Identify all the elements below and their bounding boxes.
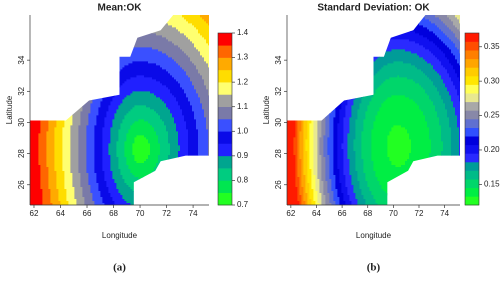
y-tick-label: 30	[274, 117, 283, 126]
colorbar-band	[218, 131, 232, 144]
y-tick-label: 34	[274, 55, 283, 64]
y-tick-label: 34	[17, 55, 26, 64]
panel-caption: (a)	[113, 262, 126, 274]
colorbar-band	[218, 33, 232, 46]
colorbar-tick-label: 0.7	[237, 200, 249, 209]
y-axis-label: Latitude	[262, 95, 271, 124]
colorbar-band	[465, 41, 479, 51]
colorbar-tick-label: 0.20	[484, 145, 500, 154]
colorbar-band	[465, 33, 479, 42]
colorbar-tick-label: 0.15	[484, 179, 500, 188]
colorbar-frame	[217, 32, 233, 206]
contour-band	[341, 39, 460, 205]
contour-band	[323, 15, 460, 205]
contour-band	[108, 91, 181, 205]
x-tick-label: 72	[415, 209, 424, 218]
y-tick-label: 30	[17, 117, 26, 126]
colorbar-band	[465, 136, 479, 146]
colorbar-band	[465, 93, 479, 103]
x-tick-label: 70	[136, 209, 145, 218]
x-tick-label: 66	[338, 209, 347, 218]
colorbar-band	[465, 179, 479, 189]
colorbar-band	[465, 119, 479, 128]
x-axis-label: Longitude	[356, 231, 392, 240]
colorbar-band	[465, 84, 479, 94]
y-tick-label: 26	[17, 180, 26, 189]
x-tick-label: 68	[109, 209, 118, 218]
colorbar-band	[465, 196, 479, 206]
colorbar-band	[465, 127, 479, 137]
contour-band	[62, 15, 209, 205]
y-tick-label: 28	[17, 149, 26, 158]
colorbar-band	[465, 144, 479, 154]
colorbar-band	[218, 69, 232, 83]
x-tick-label: 64	[56, 209, 65, 218]
contour-band	[361, 75, 444, 205]
colorbar-tick-label: 1.4	[237, 28, 249, 37]
x-tick-label: 62	[30, 209, 39, 218]
colorbar-band	[465, 67, 479, 77]
colorbar-band	[218, 57, 232, 71]
colorbar-band	[218, 94, 232, 108]
colorbar-tick-label: 0.30	[484, 76, 500, 85]
colorbar-band	[218, 82, 232, 95]
contour-band	[132, 135, 151, 164]
y-tick-label: 32	[274, 86, 283, 95]
y-tick-label: 28	[274, 149, 283, 158]
contour-fill	[287, 15, 460, 205]
colorbar-band	[218, 106, 232, 120]
colorbar-band	[218, 192, 232, 206]
y-tick-label: 32	[17, 86, 26, 95]
panel-caption: (b)	[367, 262, 381, 274]
colorbar-tick-label: 0.35	[484, 42, 500, 51]
colorbar-tick-label: 1.1	[237, 102, 249, 111]
colorbar-band	[465, 101, 479, 111]
colorbar-tick-label: 1.3	[237, 53, 249, 62]
x-tick-label: 74	[440, 209, 449, 218]
colorbar-tick-label: 1.2	[237, 77, 249, 86]
colorbar-frame	[464, 32, 480, 206]
contour-band	[387, 125, 412, 168]
x-tick-label: 62	[286, 209, 295, 218]
x-axis-label: Longitude	[102, 231, 138, 240]
colorbar-band	[465, 162, 479, 171]
colorbar-tick-label: 0.25	[484, 111, 500, 120]
chart-title: Standard Deviation: OK	[317, 3, 430, 14]
colorbar-tick-label: 0.9	[237, 151, 249, 160]
colorbar-band	[465, 170, 479, 180]
colorbar-band	[465, 76, 479, 85]
contour-fill	[30, 15, 209, 205]
x-tick-label: 68	[363, 209, 372, 218]
y-axis-label: Latitude	[5, 95, 14, 124]
chart-title: Mean:OK	[98, 3, 143, 14]
colorbar-band	[218, 155, 232, 169]
colorbar-tick-label: 1.0	[237, 126, 249, 135]
colorbar-band	[218, 45, 232, 58]
x-tick-label: 70	[389, 209, 398, 218]
colorbar-band	[218, 168, 232, 181]
colorbar-band	[218, 119, 232, 132]
contour-band	[124, 119, 161, 180]
colorbar-tick-label: 0.8	[237, 176, 249, 185]
colorbar-band	[218, 143, 232, 157]
colorbar-band	[218, 180, 232, 194]
x-tick-label: 64	[312, 209, 321, 218]
colorbar-band	[465, 110, 479, 120]
colorbar-band	[465, 58, 479, 68]
x-tick-label: 74	[189, 209, 198, 218]
colorbar-band	[465, 50, 479, 60]
y-tick-label: 26	[274, 180, 283, 189]
x-tick-label: 72	[162, 209, 171, 218]
x-tick-label: 66	[83, 209, 92, 218]
colorbar-band	[465, 187, 479, 197]
colorbar-band	[465, 153, 479, 163]
